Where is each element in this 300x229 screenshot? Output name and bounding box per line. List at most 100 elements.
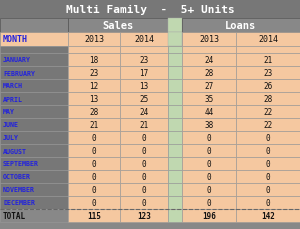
Bar [120, 183, 168, 196]
Bar [236, 54, 300, 67]
Bar [68, 47, 120, 54]
Bar [68, 80, 120, 93]
Bar [68, 170, 120, 183]
Text: 2014: 2014 [134, 35, 154, 44]
Bar [182, 170, 236, 183]
Bar [182, 47, 236, 54]
Text: 21: 21 [140, 120, 148, 129]
Bar [68, 183, 120, 196]
Bar [0, 170, 68, 183]
Bar [120, 196, 168, 209]
Bar [168, 157, 182, 170]
Bar [182, 144, 236, 157]
Text: 0: 0 [142, 159, 146, 168]
Text: 18: 18 [89, 56, 99, 65]
Bar [168, 47, 182, 54]
Text: 17: 17 [140, 69, 148, 78]
Text: 0: 0 [142, 172, 146, 181]
Bar [120, 54, 168, 67]
Bar [0, 157, 68, 170]
Bar [236, 209, 300, 222]
Text: 0: 0 [142, 198, 146, 207]
Text: MONTH: MONTH [3, 35, 28, 44]
Bar [0, 118, 68, 131]
Bar [168, 118, 182, 131]
Text: TOTAL: TOTAL [3, 211, 26, 220]
Text: 22: 22 [263, 120, 273, 129]
Text: 21: 21 [89, 120, 99, 129]
Bar [68, 54, 120, 67]
Bar [182, 93, 236, 106]
Bar [68, 157, 120, 170]
Text: 0: 0 [207, 159, 211, 168]
Bar [168, 144, 182, 157]
Bar [236, 131, 300, 144]
Bar [68, 67, 120, 80]
Bar [236, 93, 300, 106]
Bar [182, 183, 236, 196]
Bar [168, 196, 182, 209]
Bar [120, 67, 168, 80]
Bar [120, 209, 168, 222]
Bar [182, 131, 236, 144]
Text: 0: 0 [142, 134, 146, 142]
Bar [120, 131, 168, 144]
Text: 23: 23 [89, 69, 99, 78]
Text: 196: 196 [202, 211, 216, 220]
Text: 12: 12 [89, 82, 99, 91]
Bar [168, 183, 182, 196]
Text: 0: 0 [266, 198, 270, 207]
Text: 25: 25 [140, 95, 148, 104]
Bar [236, 67, 300, 80]
Bar [68, 118, 120, 131]
Text: NOVEMBER: NOVEMBER [3, 187, 35, 193]
Bar [68, 209, 120, 222]
Text: JULY: JULY [3, 135, 19, 141]
Text: 0: 0 [92, 185, 96, 194]
Text: 0: 0 [92, 198, 96, 207]
Text: 35: 35 [204, 95, 214, 104]
Text: SEPTEMBER: SEPTEMBER [3, 161, 39, 167]
Text: AUGUST: AUGUST [3, 148, 27, 154]
Text: 142: 142 [261, 211, 275, 220]
Bar [168, 106, 182, 118]
Bar [120, 93, 168, 106]
Bar [236, 47, 300, 54]
Text: 13: 13 [140, 82, 148, 91]
Bar [0, 106, 68, 118]
Text: 21: 21 [263, 56, 273, 65]
Text: 26: 26 [263, 82, 273, 91]
Text: 23: 23 [263, 69, 273, 78]
Bar [182, 54, 236, 67]
Bar [120, 106, 168, 118]
Bar [182, 19, 300, 33]
Bar [182, 209, 236, 222]
Bar [0, 183, 68, 196]
Text: 0: 0 [266, 185, 270, 194]
Bar [0, 196, 68, 209]
Bar [0, 131, 68, 144]
Text: 22: 22 [263, 108, 273, 117]
Text: 0: 0 [207, 198, 211, 207]
Text: Multi Family  -  5+ Units: Multi Family - 5+ Units [66, 4, 234, 14]
Text: 28: 28 [263, 95, 273, 104]
Bar [0, 93, 68, 106]
Text: 24: 24 [140, 108, 148, 117]
Bar [68, 33, 120, 47]
Bar [0, 0, 300, 19]
Text: 115: 115 [87, 211, 101, 220]
Text: JUNE: JUNE [3, 122, 19, 128]
Text: 0: 0 [266, 172, 270, 181]
Bar [0, 33, 68, 47]
Bar [120, 118, 168, 131]
Bar [68, 19, 168, 33]
Bar [182, 80, 236, 93]
Text: APRIL: APRIL [3, 96, 23, 102]
Bar [236, 80, 300, 93]
Text: 24: 24 [204, 56, 214, 65]
Text: 2013: 2013 [199, 35, 219, 44]
Bar [182, 33, 236, 47]
Bar [236, 170, 300, 183]
Bar [182, 157, 236, 170]
Text: Loans: Loans [225, 21, 256, 31]
